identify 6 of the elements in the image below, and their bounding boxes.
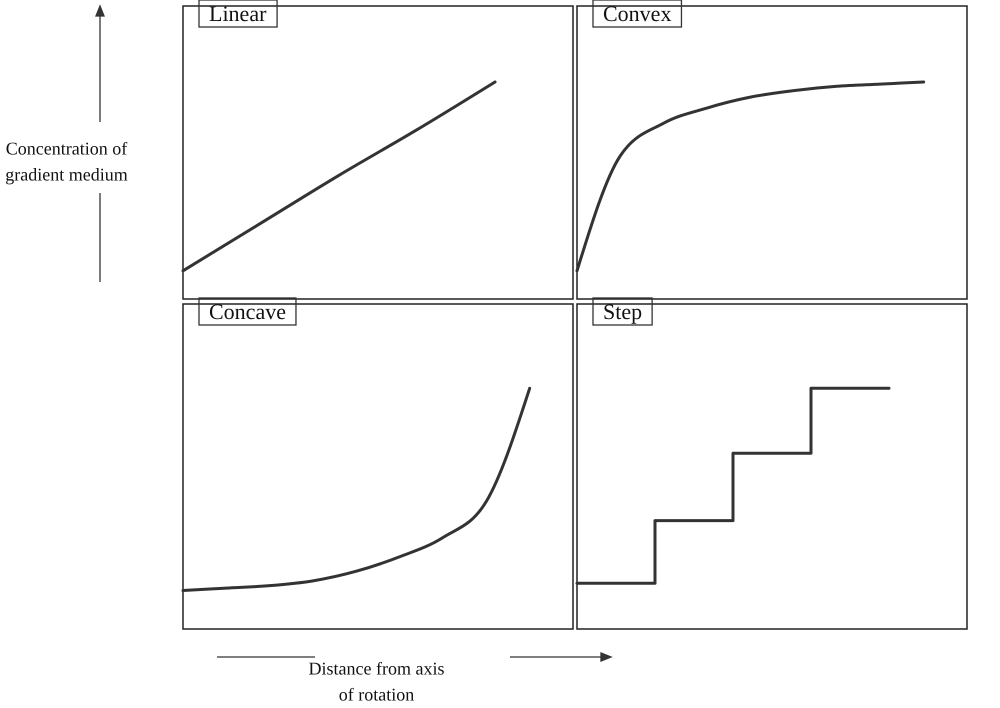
y-axis-title: Concentration of gradient medium xyxy=(5,138,128,184)
chart-title: Step xyxy=(603,299,642,324)
chart-title: Concave xyxy=(209,299,286,324)
chart-title: Linear xyxy=(209,1,268,26)
x-axis-title: Distance from axis of rotation xyxy=(308,658,444,704)
chart-title: Convex xyxy=(603,1,672,26)
